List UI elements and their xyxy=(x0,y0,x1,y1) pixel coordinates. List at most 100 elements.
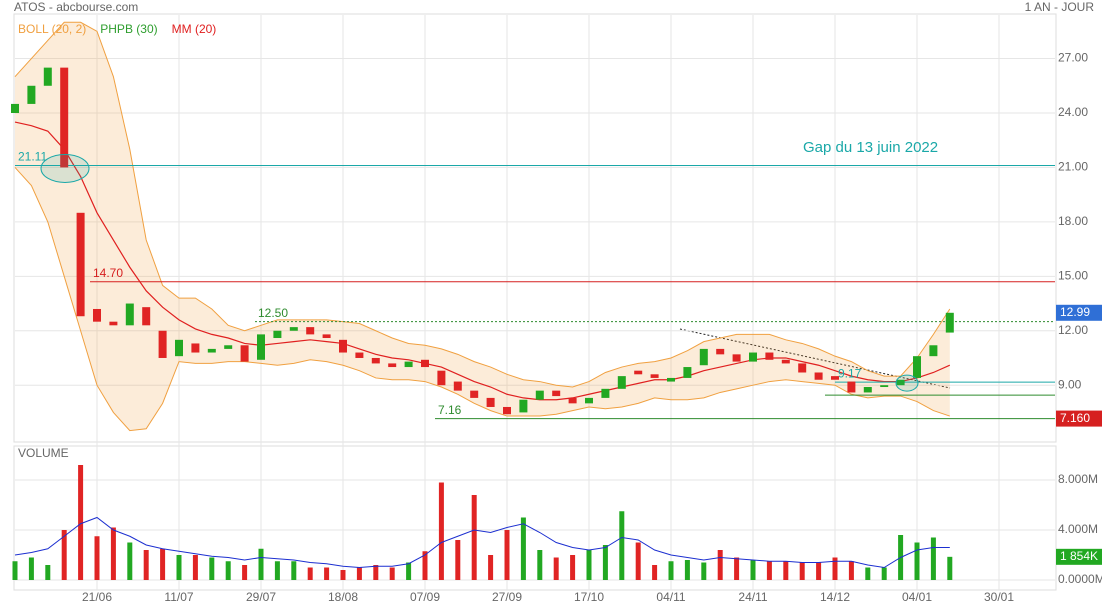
volume-bar xyxy=(373,565,379,580)
volume-bar xyxy=(930,537,936,580)
x-tick-label: 04/01 xyxy=(902,590,932,604)
y-tick-label: 15.00 xyxy=(1058,268,1088,282)
y-tick-label: 21.00 xyxy=(1058,160,1088,174)
candle-body xyxy=(339,339,347,353)
volume-average xyxy=(14,516,950,569)
volume-bar xyxy=(750,560,756,580)
x-tick-label: 14/12 xyxy=(820,590,850,604)
volume-bar xyxy=(553,557,559,580)
volume-bar xyxy=(340,570,346,580)
volume-bar xyxy=(28,557,34,580)
volume-bar xyxy=(881,567,887,580)
price-frame xyxy=(13,13,1057,443)
period: 1 AN - JOUR xyxy=(1025,0,1095,14)
level-label: 9.17 xyxy=(838,366,862,380)
candle-body xyxy=(109,321,118,326)
candle-body xyxy=(273,330,282,339)
volume-bar xyxy=(406,562,412,580)
volume-bar xyxy=(192,555,198,580)
candle-body xyxy=(453,381,462,391)
y-tick-label: 18.00 xyxy=(1058,214,1088,228)
candle-body xyxy=(503,406,511,415)
volume-bar xyxy=(61,530,67,580)
candle-body xyxy=(732,354,741,362)
volume-bar xyxy=(504,530,510,580)
volume-bar xyxy=(816,562,822,580)
x-tick-label: 21/06 xyxy=(82,590,112,604)
price-label: 12.99 xyxy=(1060,305,1090,319)
candle-body xyxy=(257,334,265,360)
volume-bar xyxy=(832,557,838,580)
volume-bar xyxy=(176,555,182,580)
candle-body xyxy=(749,352,757,362)
level-label: 12.50 xyxy=(258,306,288,320)
candle-body xyxy=(306,327,315,335)
candle-body xyxy=(913,356,921,378)
candle-body xyxy=(27,85,36,104)
legend-entry: PHPB (30) xyxy=(100,22,157,36)
candle-body xyxy=(585,397,593,404)
candle-body xyxy=(929,345,938,357)
volume-bar xyxy=(110,527,116,580)
candle-body xyxy=(371,357,380,364)
volume-bar xyxy=(143,550,149,580)
volume-bar xyxy=(471,495,477,580)
y-tick-label: 0.0000M xyxy=(1058,572,1102,586)
candle-body xyxy=(945,312,954,333)
legend-entry: MM (20) xyxy=(172,22,217,36)
volume-bar xyxy=(848,561,854,580)
volume-bar xyxy=(766,561,772,580)
x-tick-label: 18/08 xyxy=(328,590,358,604)
x-tick-label: 17/10 xyxy=(574,590,604,604)
volume-bar xyxy=(274,561,280,580)
volume-bar xyxy=(307,567,313,580)
volume-bar xyxy=(225,561,231,580)
candle-body xyxy=(847,381,856,393)
volume-bar xyxy=(783,561,789,580)
candle-body xyxy=(798,363,807,373)
candle-body xyxy=(601,388,610,398)
candle-body xyxy=(421,359,429,368)
price-box xyxy=(1056,304,1102,321)
y-tick-label: 9.00 xyxy=(1058,377,1082,391)
volume-bar xyxy=(258,548,264,580)
volume-bar xyxy=(602,545,608,580)
candle-body xyxy=(158,330,167,358)
volume-bar xyxy=(652,565,658,580)
volume-label: 1 854K xyxy=(1060,549,1098,563)
volume-bar xyxy=(914,542,920,580)
volume-bar xyxy=(488,555,494,580)
volume-bar xyxy=(324,567,330,580)
volume-bar xyxy=(570,555,576,580)
candle-body xyxy=(634,370,643,375)
legend-entry: BOLL (20, 2) xyxy=(18,22,86,36)
candle-body xyxy=(437,370,446,386)
candle-body xyxy=(43,67,52,86)
candle-body xyxy=(896,379,905,386)
candle-body xyxy=(11,103,19,113)
candle-body xyxy=(535,390,544,400)
candle-body xyxy=(568,397,577,404)
volume-bar xyxy=(12,561,18,580)
highlight xyxy=(895,374,919,392)
x-tick-label: 24/11 xyxy=(738,590,767,604)
volume-bar xyxy=(291,561,297,580)
volume-bar xyxy=(78,465,84,580)
candle-body xyxy=(93,308,101,322)
volume-bar xyxy=(455,540,461,580)
volume-bar xyxy=(242,565,248,580)
volume-bar xyxy=(127,542,133,580)
x-tick-label: 27/09 xyxy=(492,590,522,604)
volume-bar xyxy=(586,550,592,580)
y-tick-label: 24.00 xyxy=(1058,105,1088,119)
candle-body xyxy=(125,303,134,326)
low-label: 7.160 xyxy=(1060,411,1090,425)
volume-bar xyxy=(45,565,51,580)
low-box xyxy=(1056,410,1102,427)
volume-bar xyxy=(389,567,395,580)
volume-box xyxy=(1056,548,1102,565)
candle-body xyxy=(470,390,479,398)
candle-body xyxy=(519,399,528,413)
candle-body xyxy=(224,345,233,349)
candle-body xyxy=(289,327,298,331)
